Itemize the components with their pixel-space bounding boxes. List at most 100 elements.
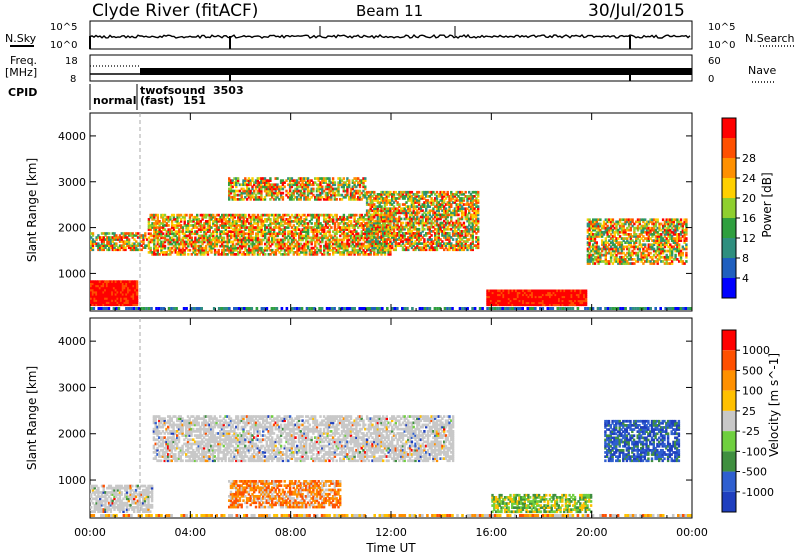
data-cell xyxy=(541,301,545,305)
data-cell xyxy=(183,224,186,227)
data-cell xyxy=(265,248,269,252)
data-cell xyxy=(374,211,378,215)
data-cell xyxy=(127,303,130,307)
data-cell xyxy=(278,222,281,225)
data-cell xyxy=(618,260,622,263)
data-cell xyxy=(460,197,464,200)
data-cell xyxy=(192,232,195,236)
data-cell xyxy=(130,301,133,304)
data-cell xyxy=(213,236,217,240)
data-cell xyxy=(572,291,575,295)
data-cell xyxy=(453,244,457,247)
data-cell xyxy=(337,248,340,252)
data-cell xyxy=(348,224,351,227)
data-cell xyxy=(412,217,415,221)
data-cell xyxy=(435,209,439,213)
data-cell xyxy=(237,224,240,227)
data-cell xyxy=(324,213,328,217)
data-cell xyxy=(417,219,421,223)
data-cell xyxy=(251,218,254,221)
data-cell xyxy=(269,187,272,191)
data-cell xyxy=(342,185,345,189)
data-cell xyxy=(385,211,388,215)
data-cell xyxy=(425,209,428,213)
data-cell xyxy=(419,209,423,213)
data-cell xyxy=(525,295,529,299)
data-cell xyxy=(208,230,211,233)
data-cell xyxy=(396,238,399,241)
data-cell xyxy=(174,220,177,223)
data-cell xyxy=(319,213,322,217)
data-cell xyxy=(592,258,595,261)
data-cell xyxy=(342,228,346,231)
data-cell xyxy=(328,240,331,244)
data-cell xyxy=(208,226,211,229)
data-cell xyxy=(127,246,131,249)
data-cell xyxy=(324,187,328,191)
data-cell xyxy=(385,197,388,200)
data-cell xyxy=(319,224,322,227)
data-cell xyxy=(373,213,376,217)
data-cell xyxy=(344,226,347,229)
data-cell xyxy=(595,245,598,249)
data-cell xyxy=(278,191,281,195)
data-cell xyxy=(511,303,514,307)
data-cell xyxy=(201,213,204,217)
data-cell xyxy=(486,297,489,301)
data-cell xyxy=(339,246,342,250)
data-cell xyxy=(262,224,265,227)
data-cell xyxy=(592,262,595,265)
data-cell xyxy=(493,293,496,297)
data-cell xyxy=(163,253,167,256)
data-cell xyxy=(104,290,107,294)
data-cell xyxy=(469,205,473,208)
data-cell xyxy=(439,215,442,219)
data-cell xyxy=(176,213,179,217)
data-cell xyxy=(611,237,615,240)
data-cell xyxy=(314,240,317,244)
data-cell xyxy=(272,230,276,233)
data-cell xyxy=(471,236,474,239)
data-cell xyxy=(575,301,579,305)
data-cell xyxy=(515,293,518,297)
data-cell xyxy=(387,217,390,221)
data-cell xyxy=(169,248,172,252)
data-cell xyxy=(394,248,397,252)
data-cell xyxy=(236,181,240,184)
data-cell xyxy=(387,253,390,256)
data-cell xyxy=(256,234,260,238)
data-cell xyxy=(213,215,217,219)
data-cell xyxy=(213,220,217,223)
data-cell xyxy=(446,213,449,217)
data-cell xyxy=(410,195,414,198)
data-cell xyxy=(471,248,474,252)
data-cell xyxy=(565,295,568,299)
data-cell xyxy=(116,299,119,302)
data-cell xyxy=(247,248,251,252)
data-cell xyxy=(335,193,338,197)
data-cell xyxy=(380,201,383,204)
data-cell xyxy=(210,218,213,221)
data-cell xyxy=(235,238,238,242)
data-cell xyxy=(274,218,278,221)
data-cell xyxy=(244,242,247,246)
data-cell xyxy=(371,213,374,217)
data-cell xyxy=(135,299,139,302)
data-cell xyxy=(391,232,394,235)
data-cell xyxy=(255,218,258,221)
data-cell xyxy=(407,230,410,233)
data-cell xyxy=(298,244,301,248)
data-cell xyxy=(502,295,505,299)
data-cell xyxy=(349,195,353,199)
data-cell xyxy=(570,291,573,295)
data-cell xyxy=(272,220,276,223)
data-cell xyxy=(147,224,151,227)
data-cell xyxy=(213,230,217,233)
data-cell xyxy=(285,242,288,246)
data-cell xyxy=(464,244,467,247)
data-cell xyxy=(244,189,247,193)
data-cell xyxy=(425,232,428,235)
data-cell xyxy=(593,245,597,249)
data-cell xyxy=(437,244,440,247)
data-cell xyxy=(584,289,588,293)
